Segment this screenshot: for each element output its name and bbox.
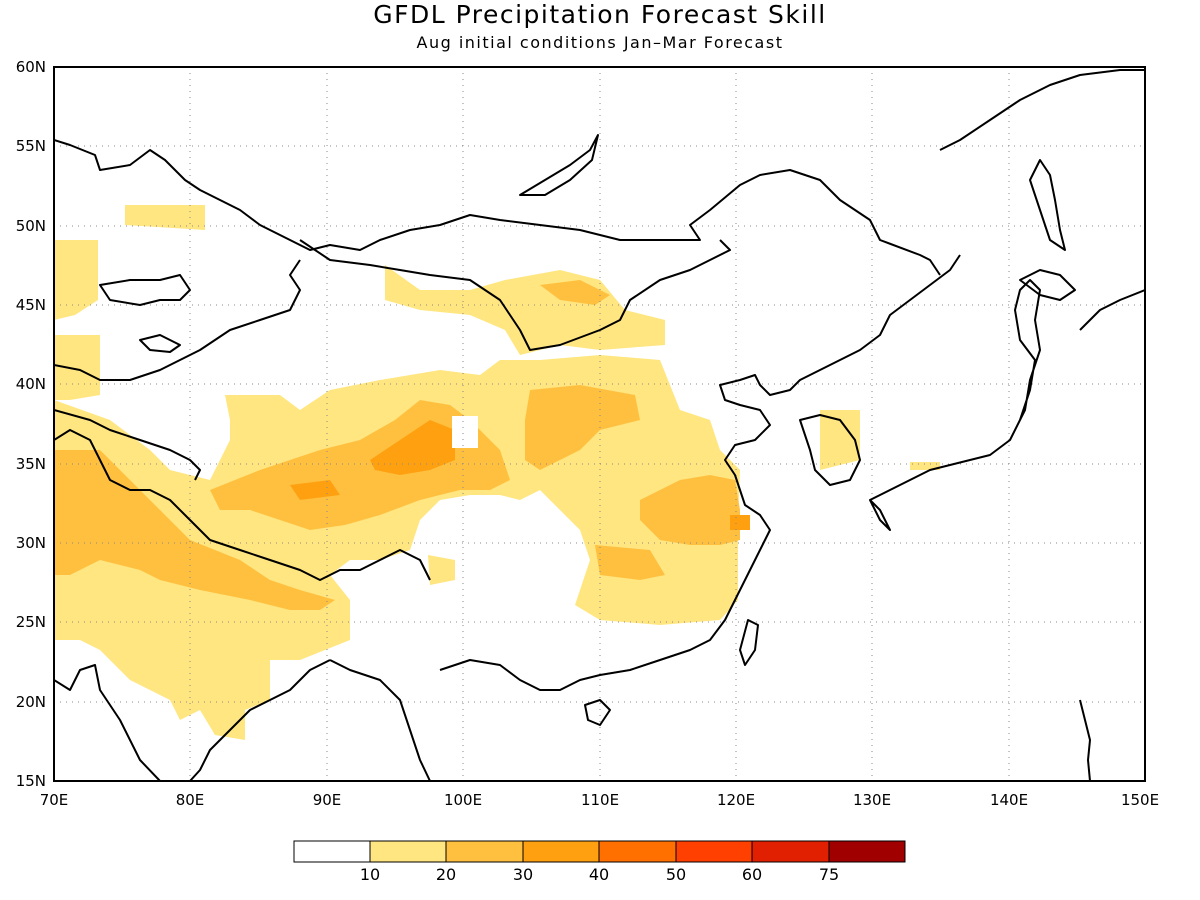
lat-label: 55N — [16, 137, 46, 155]
colorbar-label: 50 — [666, 865, 686, 884]
lon-label: 120E — [717, 791, 755, 809]
colorbar-label: 75 — [819, 865, 839, 884]
lon-label: 80E — [176, 791, 205, 809]
colorbar-bin — [751, 840, 830, 863]
lon-label: 140E — [990, 791, 1028, 809]
colorbar-bin — [828, 840, 906, 863]
lon-axis-labels: 70E 80E 90E 100E 110E 120E 130E 140E 150… — [40, 791, 1159, 809]
plot-frame — [53, 66, 1146, 782]
colorbar-bin — [445, 840, 524, 863]
lon-label: 70E — [40, 791, 69, 809]
lon-label: 150E — [1121, 791, 1159, 809]
colorbar-label: 40 — [589, 865, 609, 884]
colorbar-bin — [522, 840, 600, 863]
lat-label: 40N — [16, 375, 46, 393]
colorbar-bin — [293, 840, 371, 863]
colorbar-label: 30 — [513, 865, 533, 884]
colorbar-bin — [598, 840, 677, 863]
colorbar: 10 20 30 40 50 60 75 — [293, 840, 906, 884]
colorbar-label: 10 — [360, 865, 380, 884]
lat-label: 20N — [16, 693, 46, 711]
colorbar-label: 60 — [742, 865, 762, 884]
skill-shading — [54, 205, 940, 740]
lat-label: 45N — [16, 296, 46, 314]
lon-label: 110E — [581, 791, 619, 809]
lat-label: 15N — [16, 772, 46, 790]
lon-label: 130E — [853, 791, 891, 809]
colorbar-bin — [675, 840, 753, 863]
coastlines — [54, 69, 1145, 781]
colorbar-bin — [369, 840, 447, 863]
lat-label: 25N — [16, 613, 46, 631]
chart-subtitle: Aug initial conditions Jan–Mar Forecast — [416, 33, 784, 52]
chart-title: GFDL Precipitation Forecast Skill — [373, 0, 827, 29]
lon-label: 100E — [444, 791, 482, 809]
lat-axis-labels: 60N 55N 50N 45N 40N 35N 30N 25N 20N 15N — [16, 58, 46, 790]
lat-label: 30N — [16, 534, 46, 552]
colorbar-label: 20 — [436, 865, 456, 884]
lon-label: 90E — [313, 791, 342, 809]
lat-label: 50N — [16, 217, 46, 235]
lat-label: 35N — [16, 455, 46, 473]
lat-label: 60N — [16, 58, 46, 76]
